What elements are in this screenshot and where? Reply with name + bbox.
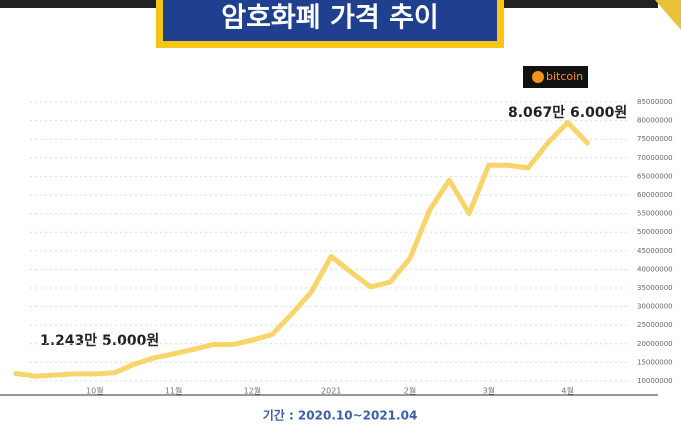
chart-title: 암호화폐 가격 추이 [221, 3, 439, 34]
y-tick-label: 35000000 [637, 284, 673, 292]
x-tick-label: 4월 [561, 386, 573, 396]
annotation: 1.243만 5.000원 [40, 333, 159, 349]
y-tick-label: 80000000 [637, 117, 673, 125]
footer: 기간 : 2020.10~2021.04 [263, 408, 418, 423]
y-tick-label: 15000000 [637, 358, 673, 366]
series-line [13, 119, 590, 379]
y-tick-label: 30000000 [637, 303, 673, 311]
x-tick-label: 2021 [321, 387, 341, 396]
corner-decor [655, 0, 681, 30]
legend-label: bitcoin [546, 70, 583, 83]
y-tick-label: 65000000 [637, 172, 673, 180]
x-tick-label: 10월 [86, 386, 104, 396]
y-tick-label: 60000000 [637, 191, 673, 199]
y-tick-label: 75000000 [637, 135, 673, 143]
annotation: 8.067만 6.000원 [508, 105, 627, 121]
y-tick-label: 45000000 [637, 247, 673, 255]
x-tick-label: 2월 [404, 386, 416, 396]
y-tick-label: 50000000 [637, 228, 673, 236]
x-tick-label: 11월 [165, 386, 183, 396]
title-box [163, 0, 497, 41]
y-tick-label: 40000000 [637, 265, 673, 273]
y-tick-label: 70000000 [637, 154, 673, 162]
y-tick-label: 85000000 [637, 98, 673, 106]
y-tick-label: 20000000 [637, 340, 673, 348]
y-tick-label: 10000000 [637, 377, 673, 385]
x-tick-label: 12월 [244, 386, 262, 396]
x-tick-label: 3월 [483, 386, 495, 396]
side-band [658, 0, 681, 434]
y-tick-label: 25000000 [637, 321, 673, 329]
y-tick-label: 55000000 [637, 210, 673, 218]
legend-icon [532, 71, 544, 83]
